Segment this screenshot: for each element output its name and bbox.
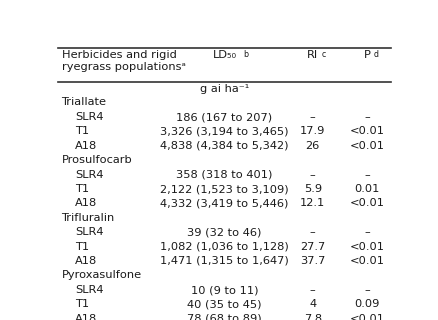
- Text: –: –: [364, 228, 370, 237]
- Text: T1: T1: [75, 242, 89, 252]
- Text: 40 (35 to 45): 40 (35 to 45): [187, 299, 262, 309]
- Text: 1,471 (1,315 to 1,647): 1,471 (1,315 to 1,647): [160, 256, 289, 266]
- Text: –: –: [310, 170, 316, 180]
- Text: –: –: [310, 285, 316, 295]
- Text: –: –: [310, 112, 316, 122]
- Text: 7.8: 7.8: [304, 314, 322, 320]
- Text: Triallate: Triallate: [61, 97, 106, 107]
- Text: –: –: [364, 170, 370, 180]
- Text: 0.09: 0.09: [354, 299, 380, 309]
- Text: 37.7: 37.7: [300, 256, 325, 266]
- Text: <0.01: <0.01: [350, 198, 385, 208]
- Text: –: –: [364, 285, 370, 295]
- Text: <0.01: <0.01: [350, 242, 385, 252]
- Text: 0.01: 0.01: [354, 184, 380, 194]
- Text: 4,838 (4,384 to 5,342): 4,838 (4,384 to 5,342): [160, 141, 289, 151]
- Text: P: P: [364, 50, 371, 60]
- Text: d: d: [373, 50, 378, 59]
- Text: 10 (9 to 11): 10 (9 to 11): [191, 285, 258, 295]
- Text: SLR4: SLR4: [75, 170, 104, 180]
- Text: 2,122 (1,523 to 3,109): 2,122 (1,523 to 3,109): [160, 184, 289, 194]
- Text: 26: 26: [306, 141, 320, 151]
- Text: 186 (167 to 207): 186 (167 to 207): [177, 112, 272, 122]
- Text: <0.01: <0.01: [350, 256, 385, 266]
- Text: T1: T1: [75, 299, 89, 309]
- Text: T1: T1: [75, 126, 89, 136]
- Text: Pyroxasulfone: Pyroxasulfone: [61, 270, 141, 280]
- Text: 1,082 (1,036 to 1,128): 1,082 (1,036 to 1,128): [160, 242, 289, 252]
- Text: SLR4: SLR4: [75, 228, 104, 237]
- Text: Prosulfocarb: Prosulfocarb: [61, 155, 132, 165]
- Text: RI: RI: [307, 50, 318, 60]
- Text: 358 (318 to 401): 358 (318 to 401): [176, 170, 273, 180]
- Text: 3,326 (3,194 to 3,465): 3,326 (3,194 to 3,465): [160, 126, 289, 136]
- Text: SLR4: SLR4: [75, 285, 104, 295]
- Text: A18: A18: [75, 141, 97, 151]
- Text: 5.9: 5.9: [304, 184, 322, 194]
- Text: A18: A18: [75, 198, 97, 208]
- Text: Herbicides and rigid
ryegrass populationsᵃ: Herbicides and rigid ryegrass population…: [61, 50, 185, 72]
- Text: g ai ha⁻¹: g ai ha⁻¹: [200, 84, 249, 94]
- Text: b: b: [243, 50, 248, 59]
- Text: LD₅₀: LD₅₀: [212, 50, 237, 60]
- Text: 27.7: 27.7: [300, 242, 325, 252]
- Text: 4: 4: [309, 299, 316, 309]
- Text: 4,332 (3,419 to 5,446): 4,332 (3,419 to 5,446): [160, 198, 289, 208]
- Text: <0.01: <0.01: [350, 126, 385, 136]
- Text: A18: A18: [75, 256, 97, 266]
- Text: 17.9: 17.9: [300, 126, 325, 136]
- Text: <0.01: <0.01: [350, 314, 385, 320]
- Text: –: –: [310, 228, 316, 237]
- Text: Trifluralin: Trifluralin: [61, 212, 115, 223]
- Text: 78 (68 to 89): 78 (68 to 89): [187, 314, 262, 320]
- Text: 12.1: 12.1: [300, 198, 325, 208]
- Text: SLR4: SLR4: [75, 112, 104, 122]
- Text: –: –: [364, 112, 370, 122]
- Text: <0.01: <0.01: [350, 141, 385, 151]
- Text: c: c: [321, 50, 325, 59]
- Text: T1: T1: [75, 184, 89, 194]
- Text: 39 (32 to 46): 39 (32 to 46): [187, 228, 261, 237]
- Text: A18: A18: [75, 314, 97, 320]
